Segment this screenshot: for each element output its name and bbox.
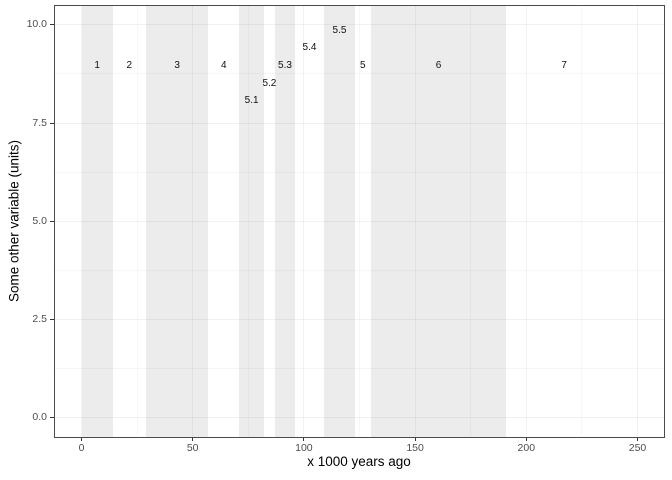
y-tick-label: 10.0 [26, 18, 47, 31]
gridline-y-major [54, 24, 664, 26]
gridline-y-major [54, 220, 664, 222]
stage-label-3: 3 [174, 60, 180, 72]
y-tick-mark [50, 122, 54, 124]
gridline-y-major [54, 417, 664, 419]
stage-label-5.4: 5.4 [302, 42, 317, 54]
y-tick-mark [50, 220, 54, 222]
gridline-y-major [54, 319, 664, 321]
stage-band-3 [146, 6, 209, 437]
gridline-y-minor [55, 368, 664, 369]
stage-label-6: 6 [435, 60, 442, 72]
stage-label-5.5: 5.5 [332, 24, 347, 36]
x-tick-label: 50 [186, 442, 199, 454]
x-tick-mark [414, 437, 416, 441]
y-axis-title: Some other variable (units) [6, 139, 22, 303]
x-tick-mark [637, 437, 638, 441]
x-tick-mark [525, 437, 527, 441]
x-tick-label: 100 [295, 442, 313, 454]
x-tick-mark [81, 437, 82, 441]
stage-label-5.3: 5.3 [278, 60, 292, 72]
stage-label-5.1: 5.1 [244, 95, 259, 107]
stage-band-5.1 [239, 6, 264, 437]
stage-band-1 [81, 6, 113, 437]
gridline-x-major [303, 6, 305, 437]
stage-label-1: 1 [94, 60, 100, 72]
y-tick-label: 2.5 [32, 313, 47, 326]
stage-label-5.2: 5.2 [262, 77, 277, 89]
gridline-y-minor [55, 73, 664, 74]
y-tick-mark [50, 417, 54, 419]
stage-label-5: 5 [360, 60, 366, 72]
gridline-x-major [637, 6, 638, 437]
stage-label-7: 7 [561, 60, 567, 72]
x-tick-label: 150 [406, 442, 424, 454]
stage-band-6 [370, 6, 507, 437]
y-tick-label: 5.0 [32, 214, 47, 227]
stage-label-2: 2 [126, 60, 133, 72]
gridline-x-major [414, 6, 416, 437]
y-tick-mark [50, 24, 54, 26]
y-tick-label: 7.5 [32, 116, 47, 129]
stage-band-5.5 [323, 6, 355, 437]
x-axis-title: x 1000 years ago [307, 454, 411, 469]
gridline-y-major [54, 122, 664, 124]
plot-panel: 1 2 3 4 5.1 5.2 5.3 5.4 5.5 5 6 7 [53, 5, 665, 438]
x-tick-mark [303, 437, 305, 441]
gridline-y-minor [55, 172, 664, 173]
x-tick-label: 200 [517, 442, 536, 454]
stage-band-5.3 [275, 6, 295, 437]
gridline-y-minor [55, 270, 664, 271]
y-tick-mark [50, 319, 54, 321]
y-tick-label: 0.0 [32, 411, 47, 424]
stage-label-4: 4 [221, 60, 227, 72]
gridline-x-major [81, 6, 82, 437]
gridline-x-major [192, 6, 194, 437]
x-tick-label: 250 [628, 442, 647, 454]
x-tick-label: 0 [78, 442, 85, 454]
gridline-x-major [525, 6, 527, 437]
x-tick-mark [192, 437, 194, 441]
